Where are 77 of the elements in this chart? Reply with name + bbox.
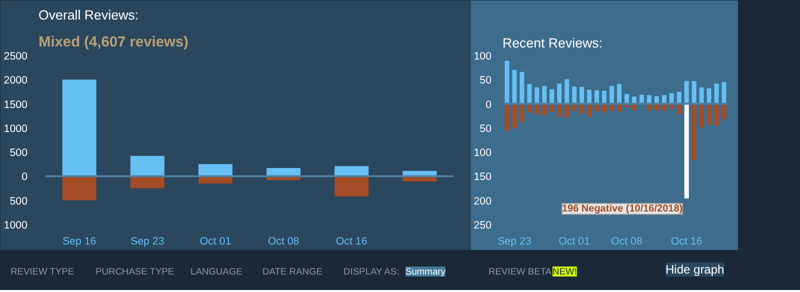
bar [512,70,517,104]
bar [542,86,547,104]
bar [722,104,726,120]
bar [564,79,570,104]
bar [699,87,704,104]
bar [130,156,164,176]
bar [557,84,562,104]
bar [706,104,712,125]
bar [520,104,524,122]
bar [594,90,600,104]
text: NEW! [552,266,577,276]
chart-title: Recent Reviews: [502,36,603,50]
bar [512,104,517,128]
bar [676,92,682,104]
bar [722,82,726,104]
bar [572,86,577,104]
chart-subtitle: Mixed (4,607 reviews) [38,34,189,50]
bar [699,104,704,128]
x-tick-label: Oct 08 [268,236,300,248]
y-tick-label: 500 [10,195,28,208]
bar [602,90,607,104]
y-tick-label: 1000 [4,220,28,232]
bar [684,104,689,198]
y-tick-label: 1000 [4,122,28,135]
x-tick-label: Sep 23 [498,236,532,248]
text: Summary [406,266,446,276]
bar [130,176,164,188]
y-tick-label: 100 [474,147,492,160]
annotation: 196 Negative (10/16/2018) [562,203,683,214]
x-tick-label: Oct 16 [336,236,368,248]
bar [520,72,524,104]
bar [616,84,622,104]
y-tick-label: 0 [486,98,492,111]
bar [610,86,614,104]
x-tick-label: Oct 08 [611,236,642,248]
bar [504,60,510,104]
bar [692,104,696,160]
y-tick-label: 250 [474,220,492,232]
text: REVIEW BETA [488,266,552,276]
bar [580,86,584,104]
bar [334,176,369,196]
bar [504,104,510,131]
y-tick-label: 500 [10,147,28,160]
y-tick-label: 100 [474,50,492,62]
y-tick-label: 2000 [4,74,28,87]
text: PURCHASE TYPE [96,266,174,276]
bar [62,176,96,200]
bar [550,89,554,104]
x-tick-label: Oct 01 [200,236,232,248]
y-tick-label: 1500 [4,98,28,111]
bar [714,84,719,104]
text: Hide graph [666,262,724,276]
bar [534,87,540,104]
x-tick-label: Oct 01 [558,236,590,248]
bar [714,104,719,126]
text: DISPLAY AS: [344,266,400,276]
y-tick-label: 50 [480,122,492,135]
y-tick-label: 150 [474,171,492,184]
bar [692,81,696,104]
bar [527,84,532,104]
y-tick-label: 0 [22,171,28,184]
y-tick-label: 200 [474,195,492,208]
chart-title: Overall Reviews: [38,8,138,22]
bar [587,90,592,104]
bar [624,94,629,104]
y-tick-label: 50 [480,74,492,87]
text: REVIEW TYPE [10,266,74,276]
text: DATE RANGE [262,266,322,276]
x-tick-label: Sep 23 [130,236,164,248]
text: LANGUAGE [190,266,242,276]
x-tick-label: Sep 16 [62,236,96,248]
bar [62,80,96,176]
bar [684,81,689,104]
y-tick-label: 2500 [4,50,28,62]
bar [669,93,674,104]
bar [706,88,712,104]
x-tick-label: Oct 16 [670,236,702,248]
